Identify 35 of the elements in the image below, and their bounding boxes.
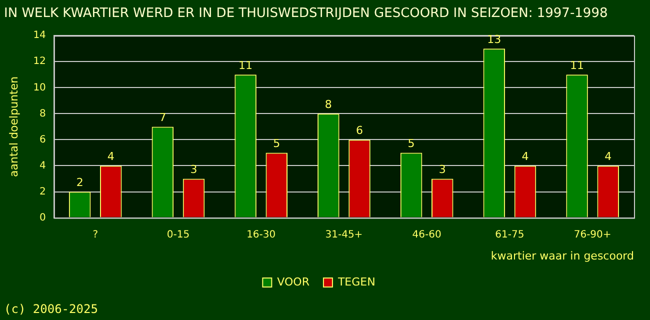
data-label: 5 — [273, 137, 280, 150]
data-label: 7 — [159, 111, 166, 124]
data-label: 5 — [408, 137, 415, 150]
x-tick-label: ? — [92, 229, 98, 240]
y-tick-label: 0 — [40, 212, 46, 224]
data-label: 2 — [76, 176, 84, 190]
x-tick-label: 76-90+ — [574, 229, 612, 240]
y-tick-label: 2 — [40, 186, 46, 198]
data-label: 11 — [238, 59, 253, 72]
data-label: 3 — [190, 163, 198, 176]
legend-label: VOOR — [277, 275, 310, 288]
y-tick-label: 8 — [40, 108, 46, 120]
data-label: 11 — [570, 59, 584, 72]
data-label: 4 — [522, 150, 529, 164]
x-axis-title: kwartier waar in gescoord — [490, 249, 634, 262]
y-tick-label: 12 — [33, 56, 46, 68]
data-label: 6 — [356, 124, 363, 138]
y-tick-label: 6 — [40, 134, 46, 146]
y-tick-label: 4 — [40, 160, 46, 172]
x-tick-label: 0-15 — [166, 229, 190, 240]
y-axis-title: aantal doelpunten — [7, 76, 20, 177]
x-tick-label: 31-45+ — [325, 229, 363, 240]
data-label: 4 — [604, 150, 612, 164]
x-tick-label: 16-30 — [246, 229, 276, 240]
data-label: 13 — [487, 32, 502, 46]
y-tick-label: 14 — [33, 30, 46, 42]
y-tick-label: 10 — [33, 82, 46, 94]
legend-label: TEGEN — [336, 275, 376, 288]
x-tick-label: 61-75 — [495, 229, 524, 240]
x-tick-label: 46-60 — [412, 229, 442, 240]
text: (c) 2006-2025 — [4, 302, 98, 316]
chart-title: IN WELK KWARTIER WERD ER IN DE THUISWEDSTRIJDEN GESCOORD IN SEIZOEN: 1997-1998 — [4, 6, 608, 22]
data-label: 4 — [107, 150, 114, 164]
data-label: 3 — [438, 163, 446, 176]
data-label: 8 — [324, 98, 332, 112]
